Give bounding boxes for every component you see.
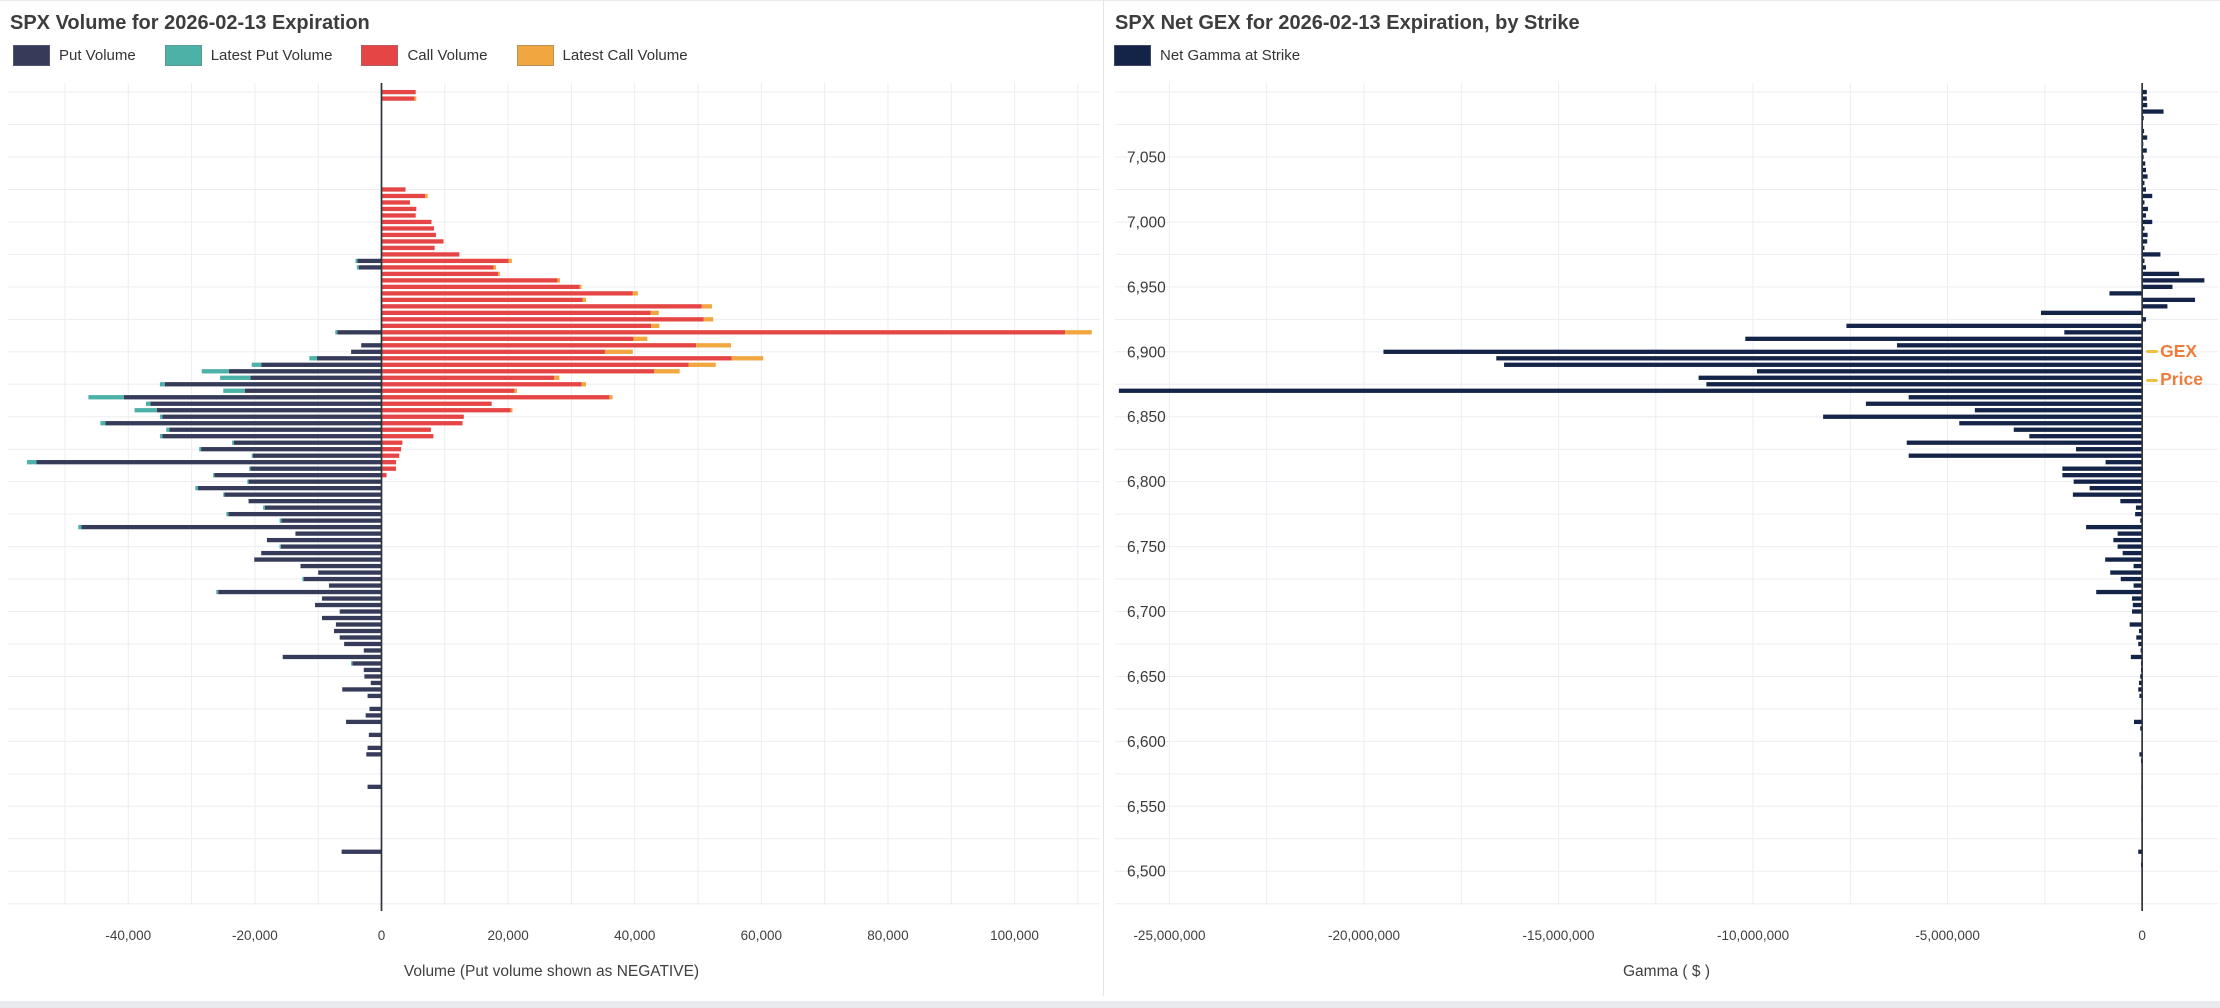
svg-text:7,050: 7,050 bbox=[1127, 150, 1166, 167]
svg-text:6,650: 6,650 bbox=[1127, 669, 1166, 686]
svg-text:40,000: 40,000 bbox=[614, 928, 655, 943]
svg-text:-15,000,000: -15,000,000 bbox=[1523, 928, 1595, 943]
volume-chart-legend: Put Volume Latest Put Volume Call Volume… bbox=[13, 45, 717, 66]
legend-item-net-gamma[interactable]: Net Gamma at Strike bbox=[1114, 45, 1300, 66]
svg-text:7,000: 7,000 bbox=[1127, 214, 1166, 231]
svg-text:-20,000: -20,000 bbox=[232, 928, 278, 943]
latest-put-volume-swatch bbox=[164, 45, 202, 66]
svg-text:60,000: 60,000 bbox=[741, 928, 782, 943]
gex-x-axis-title: Gamma ( $ ) bbox=[1623, 963, 1710, 980]
svg-text:6,800: 6,800 bbox=[1127, 474, 1166, 491]
legend-label: Latest Call Volume bbox=[562, 47, 688, 64]
legend-label: Call Volume bbox=[407, 47, 488, 64]
price-annotation-dash bbox=[2146, 378, 2159, 382]
legend-item-call-volume[interactable]: Call Volume bbox=[361, 45, 488, 66]
legend-label: Latest Put Volume bbox=[210, 47, 333, 64]
volume-x-axis-title: Volume (Put volume shown as NEGATIVE) bbox=[403, 963, 700, 980]
svg-text:6,750: 6,750 bbox=[1127, 539, 1166, 556]
svg-text:6,950: 6,950 bbox=[1127, 279, 1166, 296]
svg-text:6,700: 6,700 bbox=[1127, 604, 1166, 621]
legend-item-put-volume[interactable]: Put Volume bbox=[13, 45, 136, 66]
legend-item-latest-put-volume[interactable]: Latest Put Volume bbox=[164, 45, 333, 66]
gex-chart-title: SPX Net GEX for 2026-02-13 Expiration, b… bbox=[1115, 12, 1580, 34]
legend-label: Put Volume bbox=[59, 47, 136, 64]
gex-level-annotation: GEX bbox=[2160, 340, 2198, 361]
svg-text:0: 0 bbox=[378, 928, 386, 943]
svg-text:6,550: 6,550 bbox=[1127, 799, 1166, 816]
gex-annotation-dash bbox=[2146, 350, 2159, 354]
svg-text:6,900: 6,900 bbox=[1127, 344, 1166, 361]
svg-text:100,000: 100,000 bbox=[990, 928, 1039, 943]
svg-text:20,000: 20,000 bbox=[487, 928, 528, 943]
net-gamma-swatch bbox=[1114, 45, 1151, 66]
price-level-annotation: Price bbox=[2160, 369, 2203, 390]
svg-text:-5,000,000: -5,000,000 bbox=[1915, 928, 1980, 943]
svg-text:6,850: 6,850 bbox=[1127, 409, 1166, 426]
svg-text:-10,000,000: -10,000,000 bbox=[1717, 928, 1789, 943]
svg-text:0: 0 bbox=[2138, 928, 2146, 943]
legend-item-latest-call-volume[interactable]: Latest Call Volume bbox=[516, 45, 688, 66]
panel-divider bbox=[1103, 0, 1104, 996]
svg-text:80,000: 80,000 bbox=[867, 928, 908, 943]
bottom-border bbox=[0, 1001, 2220, 1008]
legend-label: Net Gamma at Strike bbox=[1160, 47, 1301, 64]
top-border bbox=[0, 0, 2220, 1]
put-volume-swatch bbox=[13, 45, 50, 66]
latest-call-volume-swatch bbox=[516, 45, 554, 66]
gex-chart-legend: Net Gamma at Strike bbox=[1114, 45, 1329, 66]
svg-text:-20,000,000: -20,000,000 bbox=[1328, 928, 1400, 943]
svg-text:-25,000,000: -25,000,000 bbox=[1133, 928, 1205, 943]
svg-text:-40,000: -40,000 bbox=[105, 928, 151, 943]
call-volume-swatch bbox=[361, 45, 399, 66]
volume-chart-title: SPX Volume for 2026-02-13 Expiration bbox=[10, 12, 370, 34]
svg-text:6,600: 6,600 bbox=[1127, 734, 1166, 751]
svg-text:6,500: 6,500 bbox=[1127, 864, 1166, 881]
